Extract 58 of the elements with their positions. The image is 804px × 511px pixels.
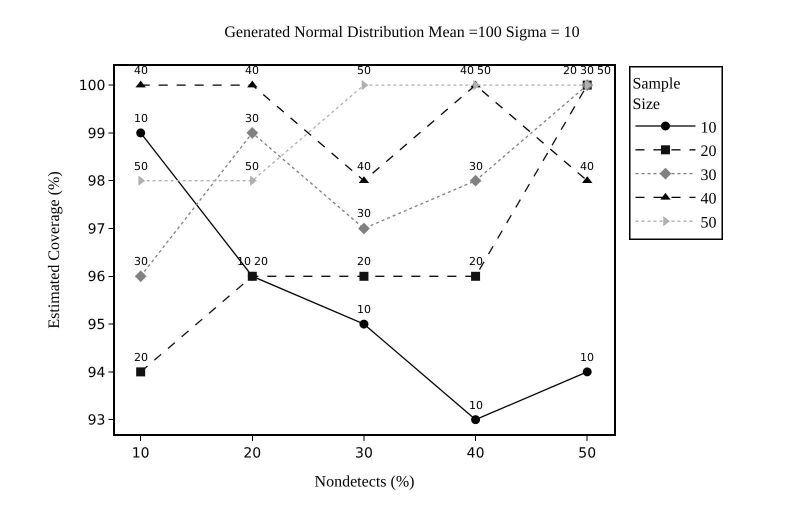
- point: [134, 270, 147, 282]
- annotation: 30: [469, 160, 483, 173]
- point: [471, 415, 480, 424]
- annotation: 10: [580, 351, 594, 364]
- y-tick-label: 93: [88, 412, 106, 429]
- annotation: 10: [469, 399, 483, 412]
- point: [246, 127, 258, 139]
- annotation: 20: [357, 255, 371, 268]
- y-tick-label: 96: [88, 269, 106, 286]
- x-tick-label: 10: [132, 446, 150, 462]
- annotation: 20: [469, 255, 483, 268]
- x-tick-label: 40: [466, 446, 484, 462]
- legend-label: 10: [700, 119, 716, 136]
- legend-label: 50: [700, 214, 716, 232]
- annotation: 30: [245, 112, 259, 125]
- point: [359, 320, 368, 329]
- legend-label: 20: [700, 143, 716, 160]
- chart-title: Generated Normal Distribution Mean =100 Sigma = 10: [224, 24, 580, 41]
- annotation: 10: [134, 112, 148, 125]
- annotation: 40: [357, 160, 371, 173]
- legend-title: Sample Size: [632, 75, 680, 114]
- point: [358, 222, 370, 234]
- annotation: 20: [254, 255, 268, 268]
- annotation: 30: [580, 64, 594, 77]
- point: [138, 176, 146, 186]
- annotation: 10: [357, 303, 371, 316]
- point: [582, 367, 592, 376]
- annotation: 20: [563, 64, 577, 77]
- annotation: 40: [580, 160, 594, 173]
- point: [136, 128, 146, 138]
- y-tick-label: 94: [88, 364, 106, 381]
- legend-label: 30: [700, 166, 716, 184]
- annotation: 50: [597, 64, 611, 77]
- point: [136, 367, 146, 376]
- annotation: 50: [357, 64, 371, 77]
- y-axis-title: Estimated Coverage (%): [46, 171, 64, 329]
- annotation: 40: [460, 64, 474, 77]
- x-axis-title: Nondetects (%): [314, 474, 414, 491]
- annotation: 40: [245, 64, 259, 77]
- x-tick-label: 50: [578, 446, 596, 462]
- y-tick-label: 98: [88, 174, 106, 190]
- y-tick-label: 95: [88, 316, 106, 333]
- y-tick-label: 99: [88, 126, 106, 142]
- y-tick-label: 97: [88, 221, 106, 238]
- annotation: 50: [477, 64, 491, 77]
- annotation: 50: [134, 160, 148, 173]
- annotation: 20: [134, 351, 148, 364]
- point: [359, 272, 368, 281]
- y-tick-label: 100: [78, 78, 106, 94]
- point: [470, 174, 482, 187]
- point: [471, 272, 480, 281]
- x-tick-label: 30: [355, 446, 373, 462]
- x-tick-label: 20: [243, 446, 262, 462]
- annotation: 50: [245, 160, 259, 173]
- annotation: 40: [134, 64, 148, 77]
- legend-label: 40: [700, 190, 716, 208]
- annotation: 30: [357, 207, 371, 220]
- annotation: 30: [134, 255, 148, 268]
